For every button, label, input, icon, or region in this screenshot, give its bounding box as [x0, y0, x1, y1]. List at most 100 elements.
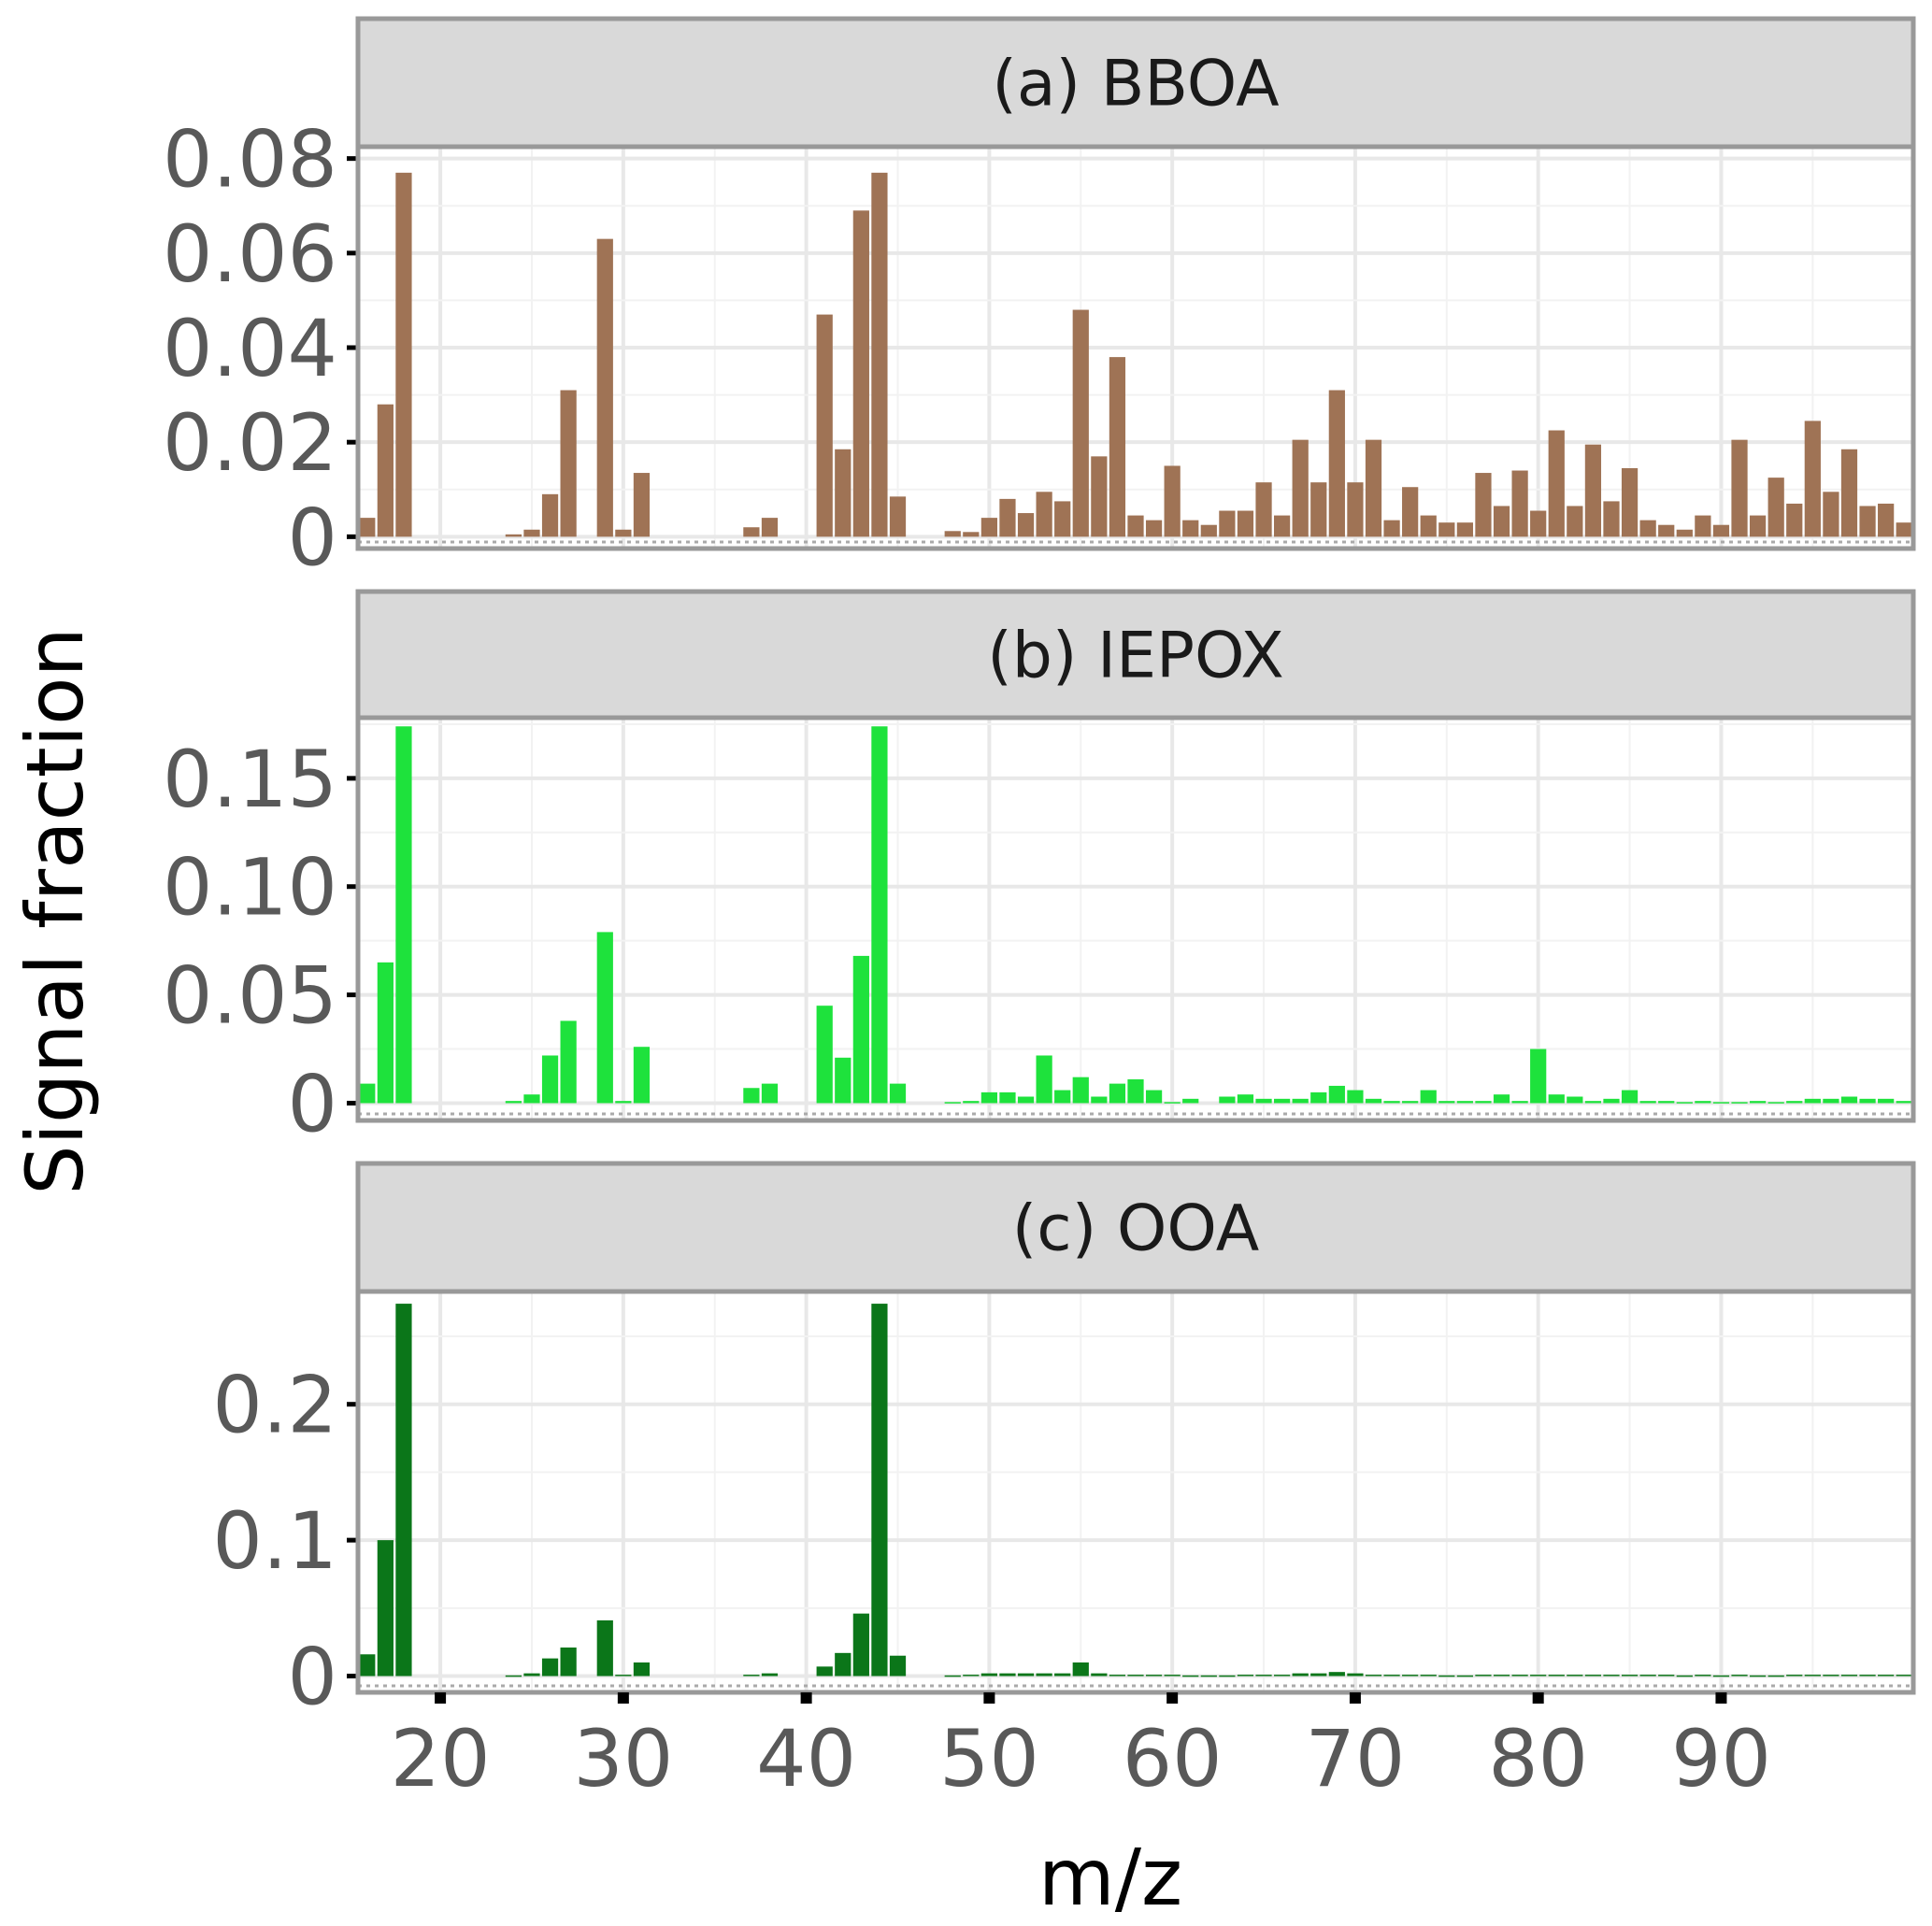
bar-mz-56	[1091, 1673, 1108, 1676]
bar-mz-49	[963, 532, 980, 537]
bar-mz-79	[1511, 470, 1528, 537]
bar-mz-57	[1109, 357, 1126, 537]
bar-mz-54	[1054, 1090, 1071, 1104]
bar-mz-57	[1109, 1083, 1126, 1104]
bar-mz-71	[1365, 1098, 1382, 1104]
bar-mz-96	[1823, 492, 1839, 537]
bar-mz-65	[1255, 1675, 1272, 1676]
bar-mz-64	[1237, 510, 1254, 537]
bar-mz-70	[1347, 1090, 1364, 1104]
bar-mz-100	[1896, 1675, 1912, 1676]
bar-mz-70	[1347, 1673, 1364, 1676]
bar-mz-93	[1767, 1675, 1784, 1677]
bar-mz-89	[1695, 1675, 1711, 1676]
bar-mz-100	[1896, 1101, 1912, 1104]
bar-mz-97	[1840, 449, 1858, 537]
bar-mz-66	[1273, 1098, 1291, 1104]
bar-mz-18	[395, 726, 412, 1104]
bar-mz-100	[1896, 522, 1912, 537]
bar-mz-79	[1511, 1675, 1528, 1676]
bar-mz-44	[871, 1304, 888, 1676]
bar-mz-37	[743, 527, 760, 537]
bar-mz-78	[1493, 1094, 1510, 1104]
x-tick-label: 50	[939, 1713, 1039, 1805]
bar-mz-55	[1072, 1662, 1089, 1676]
bar-mz-16	[359, 518, 376, 537]
bar-mz-17	[377, 404, 394, 537]
bar-mz-65	[1255, 482, 1272, 537]
bar-mz-56	[1091, 1096, 1108, 1104]
panel-3: (c) OOA 0 0.1 0.2	[212, 1161, 1916, 1723]
y-axis-title: Signal fraction	[9, 627, 101, 1194]
bar-mz-60	[1164, 1102, 1181, 1104]
bar-mz-68	[1310, 482, 1327, 537]
bar-mz-84	[1603, 501, 1620, 537]
bar-mz-69	[1328, 390, 1345, 537]
bar-mz-73	[1402, 1101, 1419, 1104]
bar-mz-79	[1511, 1101, 1528, 1104]
bar-mz-73	[1402, 1675, 1419, 1676]
bar-mz-50	[980, 1673, 998, 1676]
bar-mz-26	[541, 493, 559, 537]
bar-mz-42	[835, 1057, 852, 1104]
bar-mz-43	[852, 1613, 869, 1676]
x-axis-title: m/z	[1038, 1832, 1182, 1923]
bar-mz-30	[615, 529, 632, 537]
bar-mz-62	[1200, 1675, 1217, 1677]
bar-mz-85	[1621, 468, 1639, 537]
bar-mz-27	[560, 1020, 577, 1104]
x-axis: 20 30 40 50 60 70 80 90	[391, 1692, 1771, 1805]
bar-mz-72	[1383, 520, 1400, 537]
panel-title: (a) BBOA	[992, 48, 1279, 121]
bar-mz-70	[1347, 482, 1364, 537]
bar-mz-53	[1036, 1055, 1052, 1104]
bar-mz-29	[596, 1619, 613, 1676]
bar-mz-99	[1878, 503, 1895, 537]
bar-mz-88	[1676, 529, 1693, 537]
panel-1: (a) BBOA 00.020.040.060.08	[163, 16, 1916, 583]
bar-mz-80	[1530, 1675, 1547, 1676]
bar-mz-57	[1109, 1675, 1126, 1676]
bar-mz-69	[1328, 1085, 1345, 1104]
panel-strip	[355, 589, 1916, 720]
bar-mz-64	[1237, 1675, 1254, 1676]
bar-mz-52	[1017, 1096, 1035, 1104]
bar-mz-96	[1823, 1098, 1839, 1104]
bar-mz-91	[1731, 1675, 1748, 1676]
bar-mz-81	[1548, 1094, 1565, 1104]
bar-mz-73	[1402, 487, 1419, 537]
bar-mz-16	[359, 1083, 376, 1104]
bar-mz-83	[1584, 1101, 1602, 1104]
bar-mz-56	[1091, 456, 1108, 537]
bar-mz-74	[1420, 515, 1437, 537]
bar-mz-63	[1219, 1096, 1236, 1104]
x-tick-label: 60	[1123, 1713, 1223, 1805]
bar-mz-51	[999, 498, 1016, 537]
panel-strip	[355, 1161, 1916, 1294]
bar-mz-51	[999, 1673, 1016, 1676]
bar-mz-85	[1621, 1675, 1639, 1676]
bar-mz-53	[1036, 492, 1052, 537]
bar-mz-54	[1054, 1673, 1071, 1676]
bar-mz-48	[944, 531, 961, 537]
bar-mz-30	[615, 1675, 632, 1676]
bar-mz-62	[1200, 524, 1217, 537]
bar-mz-49	[963, 1101, 980, 1104]
bar-mz-82	[1567, 1675, 1583, 1676]
bar-mz-75	[1438, 1675, 1455, 1677]
bar-mz-51	[999, 1091, 1016, 1104]
bar-mz-52	[1017, 1673, 1035, 1676]
bar-mz-61	[1182, 1675, 1199, 1677]
bar-mz-76	[1456, 522, 1473, 537]
bar-mz-86	[1639, 1101, 1656, 1104]
panel-strip	[355, 16, 1916, 150]
bar-mz-98	[1859, 506, 1876, 537]
bar-mz-42	[835, 449, 852, 537]
bar-mz-93	[1767, 1102, 1784, 1104]
bar-mz-99	[1878, 1098, 1895, 1104]
panel-border	[355, 1289, 1916, 1695]
bar-mz-95	[1804, 1098, 1821, 1104]
bar-mz-87	[1658, 1675, 1675, 1676]
bar-mz-86	[1639, 1675, 1656, 1676]
